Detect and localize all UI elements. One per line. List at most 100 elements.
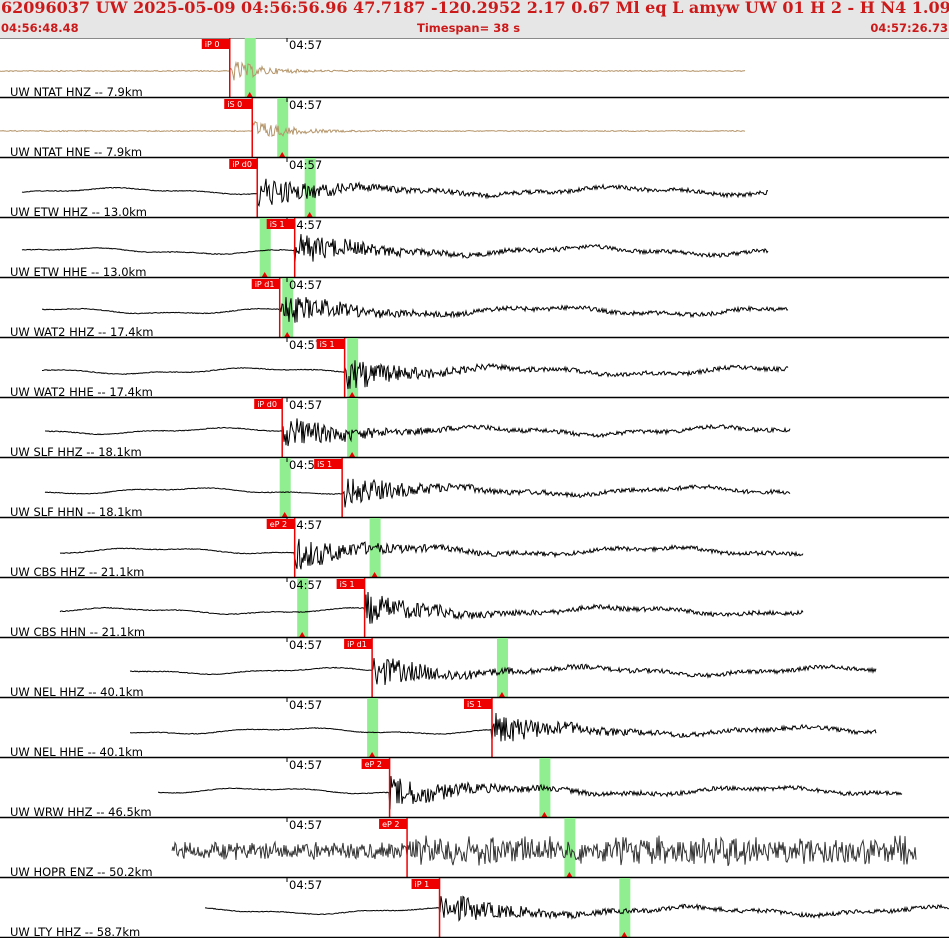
pick-flag[interactable]	[361, 759, 390, 769]
pick-label: iS 1	[467, 700, 482, 709]
pick-window-marker	[284, 332, 291, 337]
pick-window-band	[297, 578, 309, 638]
pick-window-marker	[566, 872, 573, 877]
pick-flag[interactable]	[314, 459, 343, 469]
trace-panel[interactable]: 04:57 iP d0 UW SLF HHZ -- 18.1km	[0, 398, 949, 459]
pick-window-band	[279, 458, 291, 518]
channel-label: UW NTAT HNZ -- 7.9km	[10, 85, 143, 99]
pick-flag[interactable]	[201, 39, 230, 49]
channel-label: UW NEL HHE -- 40.1km	[10, 745, 143, 759]
channel-label: UW HOPR ENZ -- 50.2km	[10, 865, 153, 879]
waveform-trace	[205, 895, 949, 922]
channel-label: UW WAT2 HHZ -- 17.4km	[10, 325, 153, 339]
pick-window-marker	[349, 392, 356, 397]
pick-label: iS 1	[270, 220, 285, 229]
channel-label: UW CBS HHZ -- 21.1km	[10, 565, 144, 579]
channel-label: UW ETW HHE -- 13.0km	[10, 265, 146, 279]
time-tick-label: 04:57	[289, 638, 322, 652]
pick-flag[interactable]	[229, 159, 258, 169]
pick-window-marker	[371, 572, 378, 577]
pick-flag[interactable]	[463, 699, 492, 709]
trace-panel[interactable]: 04:57 iS 1 UW ETW HHE -- 13.0km	[0, 218, 949, 279]
channel-label: UW WAT2 HHE -- 17.4km	[10, 385, 153, 399]
event-summary-title: 62096037 UW 2025-05-09 04:56:56.96 47.71…	[1, 0, 949, 17]
pick-window-band	[369, 518, 381, 578]
pick-window-marker	[541, 812, 548, 817]
waveform-trace	[59, 538, 804, 570]
timespan-label: Timespan= 38 s	[417, 21, 521, 35]
trace-panel[interactable]: 04:57 iP 0 UW NTAT HNZ -- 7.9km	[0, 38, 949, 99]
waveform-trace	[130, 712, 877, 742]
waveform-trace	[45, 418, 791, 447]
trace-panel[interactable]: 04:57 iP 1 UW LTY HHZ -- 58.7km	[0, 878, 949, 938]
pick-flag[interactable]	[336, 579, 365, 589]
time-tick-label: 04:57	[289, 518, 322, 532]
waveform-trace	[21, 178, 769, 207]
channel-label: UW NTAT HNE -- 7.9km	[10, 145, 142, 159]
channel-label: UW CBS HHN -- 21.1km	[10, 625, 145, 639]
pick-label: iP 0	[205, 40, 220, 49]
time-tick-label: 04:57	[289, 398, 322, 412]
pick-window-band	[367, 698, 379, 758]
trace-panel[interactable]: 04:57 iS 1 UW NEL HHE -- 40.1km	[0, 698, 949, 759]
pick-flag[interactable]	[316, 339, 345, 349]
time-tick-label: 04:57	[289, 458, 322, 472]
seismogram-panel[interactable]: 04:57 iP 0 UW NTAT HNZ -- 7.9km 04:57 iS 0 UW…	[0, 38, 949, 938]
pick-label: iP d1	[255, 280, 275, 289]
pick-window-band	[564, 818, 576, 878]
pick-label: eP 2	[365, 760, 382, 769]
pick-label: iP 1	[415, 880, 430, 889]
pick-label: iS 1	[320, 340, 335, 349]
pick-window-marker	[369, 752, 376, 757]
pick-label: iP d1	[347, 640, 367, 649]
trace-panel[interactable]: 04:57 eP 2 UW WRW HHZ -- 46.5km	[0, 758, 949, 819]
pick-window-band	[496, 638, 508, 698]
time-tick-label: 04:57	[289, 818, 322, 832]
pick-label: eP 2	[382, 820, 399, 829]
channel-label: UW LTY HHZ -- 58.7km	[10, 925, 140, 938]
pick-flag[interactable]	[266, 519, 295, 529]
waveform-trace	[0, 120, 746, 137]
event-header: 62096037 UW 2025-05-09 04:56:56.96 47.71…	[0, 0, 949, 39]
time-tick-label: 04:57	[289, 338, 322, 352]
channel-label: UW SLF HHN -- 18.1km	[10, 505, 142, 519]
time-tick-label: 04:57	[289, 578, 322, 592]
time-tick-label: 04:57	[289, 878, 322, 892]
start-time-label: 04:56:48.48	[1, 21, 79, 35]
trace-panel[interactable]: 04:57 iS 1 UW CBS HHN -- 21.1km	[0, 578, 949, 639]
pick-label: iP d0	[232, 160, 252, 169]
seismogram-canvas[interactable]: 04:57 iP 0 UW NTAT HNZ -- 7.9km 04:57 iS 0 UW…	[0, 38, 949, 938]
pick-flag[interactable]	[254, 399, 283, 409]
pick-flag[interactable]	[411, 879, 440, 889]
pick-flag[interactable]	[251, 279, 280, 289]
trace-panel[interactable]: 04:57 iP d0 UW ETW HHZ -- 13.0km	[0, 158, 949, 219]
pick-window-marker	[349, 452, 356, 457]
pick-window-marker	[246, 92, 253, 97]
trace-panel[interactable]: 04:57 iP d1 UW WAT2 HHZ -- 17.4km	[0, 278, 949, 339]
waveform-trace	[42, 360, 789, 390]
time-tick-label: 04:57	[289, 758, 322, 772]
pick-window-marker	[498, 692, 505, 697]
trace-panel[interactable]: 04:57 iS 0 UW NTAT HNE -- 7.9km	[0, 98, 949, 159]
time-tick-label: 04:57	[289, 698, 322, 712]
time-tick-label: 04:57	[289, 98, 322, 112]
pick-window-band	[347, 398, 359, 458]
waveform-trace	[129, 657, 877, 686]
pick-label: iS 0	[227, 100, 242, 109]
pick-window-marker	[281, 512, 288, 517]
pick-flag[interactable]	[224, 99, 253, 109]
pick-flag[interactable]	[344, 639, 373, 649]
trace-panel[interactable]: 04:57 iP d1 UW NEL HHZ -- 40.1km	[0, 638, 949, 699]
pick-flag[interactable]	[379, 819, 408, 829]
waveform-trace	[44, 478, 791, 508]
waveform-trace	[21, 234, 769, 262]
trace-panel[interactable]: 04:57 eP 2 UW HOPR ENZ -- 50.2km	[0, 818, 949, 879]
end-time-label: 04:57:26.73	[870, 21, 948, 35]
channel-label: UW ETW HHZ -- 13.0km	[10, 205, 147, 219]
pick-window-marker	[261, 272, 268, 277]
pick-flag[interactable]	[266, 219, 295, 229]
pick-window-marker	[306, 212, 313, 217]
